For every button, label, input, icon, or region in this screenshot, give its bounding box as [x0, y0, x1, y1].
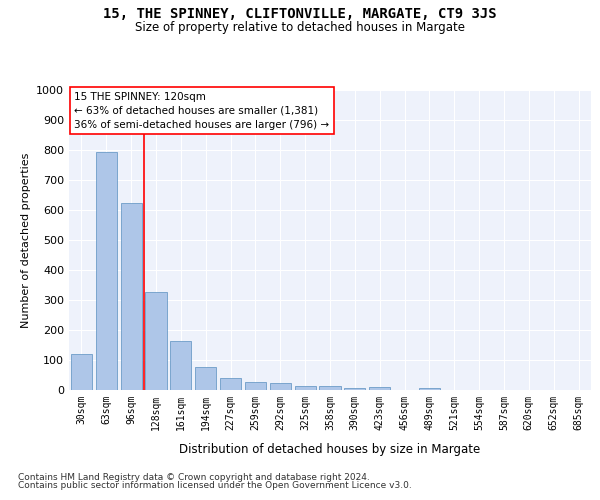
- Text: Contains public sector information licensed under the Open Government Licence v3: Contains public sector information licen…: [18, 481, 412, 490]
- Bar: [369, 387, 390, 390]
- Bar: [295, 386, 316, 390]
- Bar: [96, 152, 117, 390]
- Text: Contains HM Land Registry data © Crown copyright and database right 2024.: Contains HM Land Registry data © Crown c…: [18, 472, 370, 482]
- Bar: [245, 382, 266, 390]
- Text: 15, THE SPINNEY, CLIFTONVILLE, MARGATE, CT9 3JS: 15, THE SPINNEY, CLIFTONVILLE, MARGATE, …: [103, 8, 497, 22]
- Text: Distribution of detached houses by size in Margate: Distribution of detached houses by size …: [179, 442, 481, 456]
- Bar: [121, 204, 142, 390]
- Bar: [220, 378, 241, 390]
- Bar: [145, 292, 167, 390]
- Bar: [344, 388, 365, 390]
- Bar: [71, 354, 92, 390]
- Text: 15 THE SPINNEY: 120sqm
← 63% of detached houses are smaller (1,381)
36% of semi-: 15 THE SPINNEY: 120sqm ← 63% of detached…: [74, 92, 329, 130]
- Bar: [270, 383, 291, 390]
- Y-axis label: Number of detached properties: Number of detached properties: [20, 152, 31, 328]
- Text: Size of property relative to detached houses in Margate: Size of property relative to detached ho…: [135, 21, 465, 34]
- Bar: [195, 366, 216, 390]
- Bar: [319, 386, 341, 390]
- Bar: [419, 388, 440, 390]
- Bar: [170, 342, 191, 390]
